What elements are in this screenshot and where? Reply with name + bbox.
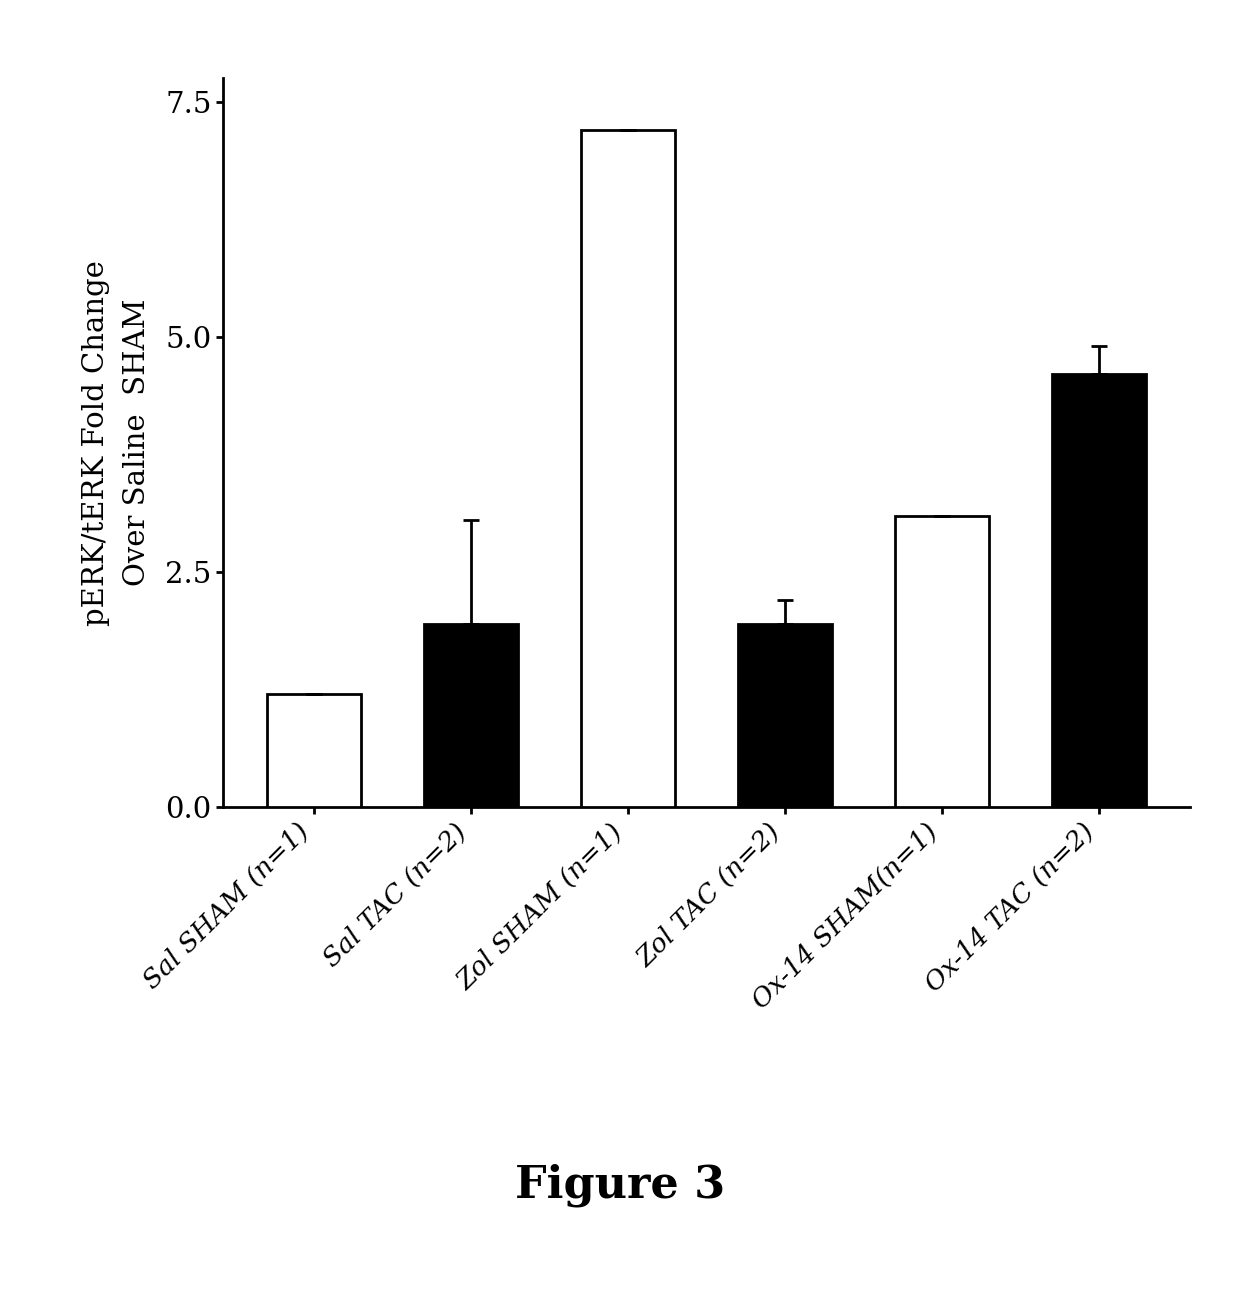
Bar xyxy=(582,130,676,807)
Y-axis label: pERK/tERK Fold Change
Over Saline  SHAM: pERK/tERK Fold Change Over Saline SHAM xyxy=(82,259,151,626)
Bar xyxy=(895,516,990,807)
Bar xyxy=(267,694,361,807)
Text: Figure 3: Figure 3 xyxy=(515,1163,725,1207)
Bar xyxy=(738,624,832,807)
Bar xyxy=(1053,375,1147,807)
Bar xyxy=(424,624,518,807)
